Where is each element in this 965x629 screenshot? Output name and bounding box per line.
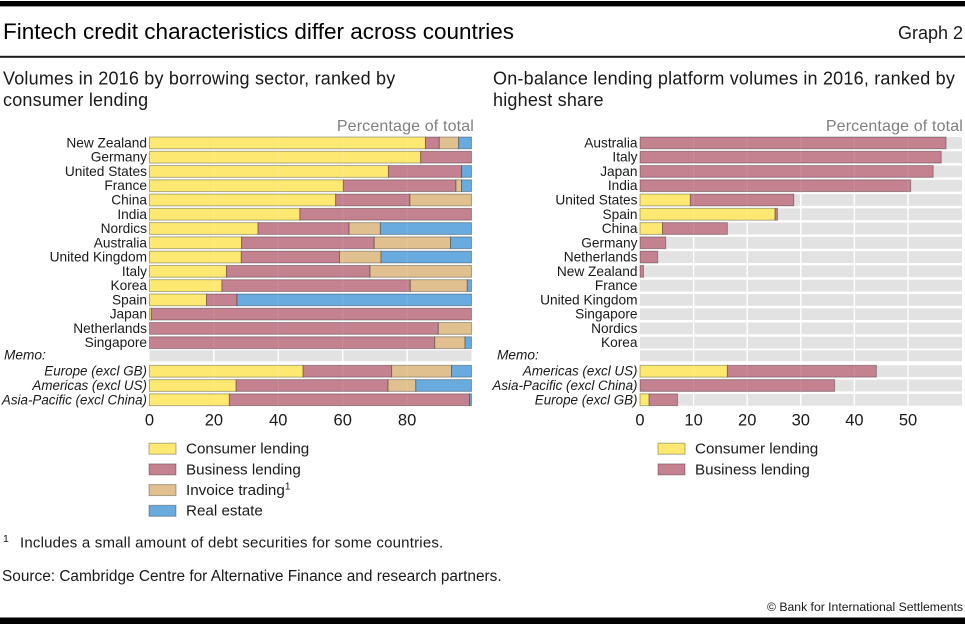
svg-text:Real estate: Real estate [186, 503, 263, 520]
svg-text:Americas (excl US): Americas (excl US) [31, 378, 147, 393]
svg-text:New Zealand: New Zealand [66, 135, 147, 150]
svg-text:Graph 2: Graph 2 [898, 23, 963, 43]
svg-text:Consumer lending: Consumer lending [695, 441, 818, 458]
svg-text:Percentage of total: Percentage of total [826, 118, 963, 135]
svg-text:Japan: Japan [600, 164, 637, 179]
svg-text:Italy: Italy [122, 264, 147, 279]
svg-text:Europe (excl GB): Europe (excl GB) [44, 364, 147, 379]
svg-text:Business lending: Business lending [186, 461, 301, 478]
svg-text:Singapore: Singapore [85, 335, 147, 350]
svg-text:80: 80 [398, 412, 416, 430]
svg-text:On-balance lending platform vo: On-balance lending platform volumes in 2… [493, 68, 955, 88]
svg-text:Germany: Germany [91, 150, 147, 165]
svg-text:Spain: Spain [602, 207, 637, 222]
svg-text:France: France [595, 278, 638, 293]
svg-text:Invoice trading1: Invoice trading1 [186, 481, 291, 500]
svg-text:Nordics: Nordics [591, 321, 638, 336]
svg-text:Consumer lending: Consumer lending [186, 441, 309, 458]
svg-text:Spain: Spain [112, 292, 147, 307]
svg-text:Australia: Australia [584, 135, 638, 150]
svg-text:50: 50 [899, 412, 917, 430]
svg-text:Singapore: Singapore [575, 307, 637, 322]
svg-text:India: India [608, 178, 638, 193]
svg-text:Europe (excl GB): Europe (excl GB) [535, 392, 638, 407]
svg-text:30: 30 [792, 412, 810, 430]
svg-text:Germany: Germany [581, 235, 637, 250]
svg-text:China: China [111, 193, 147, 208]
svg-text:1: 1 [3, 533, 9, 545]
svg-text:United States: United States [65, 164, 147, 179]
svg-text:60: 60 [334, 412, 352, 430]
svg-text:consumer lending: consumer lending [3, 90, 148, 110]
svg-text:United States: United States [555, 193, 637, 208]
svg-text:United Kingdom: United Kingdom [50, 250, 147, 265]
svg-text:Includes a small amount of deb: Includes a small amount of debt securiti… [20, 535, 443, 552]
svg-text:Asia-Pacific (excl China): Asia-Pacific (excl China) [491, 378, 637, 393]
svg-text:Americas (excl US): Americas (excl US) [522, 364, 638, 379]
svg-text:Percentage of total: Percentage of total [337, 118, 474, 135]
svg-text:Fintech credit characteristics: Fintech credit characteristics differ ac… [3, 19, 514, 44]
svg-text:Korea: Korea [601, 335, 638, 350]
svg-text:Japan: Japan [110, 307, 147, 322]
svg-text:India: India [117, 207, 147, 222]
svg-text:United Kingdom: United Kingdom [540, 292, 637, 307]
svg-text:10: 10 [684, 412, 702, 430]
svg-text:highest share: highest share [493, 90, 604, 110]
svg-text:© Bank for International Settl: © Bank for International Settlements [767, 600, 963, 614]
svg-text:40: 40 [845, 412, 863, 430]
svg-text:Australia: Australia [94, 235, 148, 250]
svg-text:Italy: Italy [612, 150, 637, 165]
svg-text:0: 0 [145, 412, 154, 430]
svg-text:Memo:: Memo: [497, 348, 539, 363]
svg-text:Memo:: Memo: [4, 348, 46, 363]
svg-text:20: 20 [205, 412, 223, 430]
svg-text:Business lending: Business lending [695, 461, 810, 478]
svg-text:Korea: Korea [110, 278, 147, 293]
svg-text:Volumes in 2016 by borrowing s: Volumes in 2016 by borrowing sector, ran… [3, 68, 395, 88]
svg-text:France: France [104, 178, 147, 193]
svg-text:Nordics: Nordics [101, 221, 148, 236]
svg-text:New Zealand: New Zealand [557, 264, 638, 279]
svg-text:Asia-Pacific (excl China): Asia-Pacific (excl China) [1, 392, 147, 407]
svg-text:Netherlands: Netherlands [73, 321, 147, 336]
svg-text:40: 40 [269, 412, 287, 430]
svg-text:China: China [602, 221, 638, 236]
svg-text:0: 0 [635, 412, 644, 430]
svg-text:20: 20 [738, 412, 756, 430]
svg-text:Source: Cambridge Centre for A: Source: Cambridge Centre for Alternative… [2, 568, 502, 585]
svg-text:Netherlands: Netherlands [564, 250, 638, 265]
